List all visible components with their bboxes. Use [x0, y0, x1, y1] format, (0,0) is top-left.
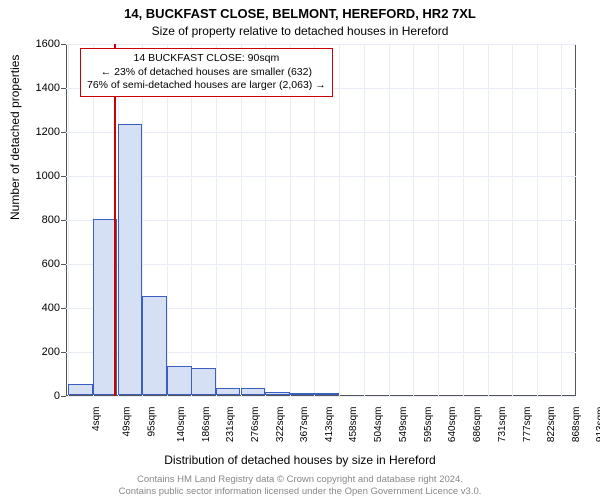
xtick-label: 458sqm [349, 407, 360, 443]
xtick-label: 95sqm [146, 407, 157, 437]
xtick-label: 186sqm [201, 407, 212, 443]
grid-line-v [339, 44, 340, 396]
histogram-bar [216, 388, 241, 395]
chart-frame: 14, BUCKFAST CLOSE, BELMONT, HEREFORD, H… [0, 0, 600, 500]
histogram-bar [314, 393, 339, 395]
grid-line-v [463, 44, 464, 396]
grid-line-v [68, 44, 69, 396]
xtick-label: 731sqm [497, 407, 508, 443]
histogram-bar [142, 296, 167, 395]
chart-title: 14, BUCKFAST CLOSE, BELMONT, HEREFORD, H… [0, 6, 600, 21]
grid-line-v [364, 44, 365, 396]
ytick-mark [61, 308, 66, 309]
ytick-mark [61, 88, 66, 89]
xtick-label: 49sqm [121, 407, 132, 437]
xtick-label: 686sqm [472, 407, 483, 443]
annotation-line-1: 14 BUCKFAST CLOSE: 90sqm [87, 52, 326, 66]
grid-line-v [438, 44, 439, 396]
footer-line-1: Contains HM Land Registry data © Crown c… [0, 474, 600, 486]
ytick-mark [61, 176, 66, 177]
grid-line-h [66, 396, 576, 397]
xtick-label: 640sqm [447, 407, 458, 443]
grid-line-v [537, 44, 538, 396]
xtick-label: 322sqm [275, 407, 286, 443]
ytick-mark [61, 352, 66, 353]
grid-line-v [561, 44, 562, 396]
ytick-mark [61, 44, 66, 45]
annotation-line-2: ← 23% of detached houses are smaller (63… [87, 66, 326, 80]
annotation-line-3: 76% of semi-detached houses are larger (… [87, 79, 326, 93]
xtick-label: 140sqm [176, 407, 187, 443]
xtick-label: 504sqm [374, 407, 385, 443]
xtick-label: 868sqm [571, 407, 582, 443]
ytick-label: 200 [10, 346, 60, 358]
xtick-label: 367sqm [299, 407, 310, 443]
annotation-box: 14 BUCKFAST CLOSE: 90sqm ← 23% of detach… [80, 48, 333, 97]
histogram-bar [290, 393, 315, 395]
grid-line-v [413, 44, 414, 396]
footer: Contains HM Land Registry data © Crown c… [0, 474, 600, 498]
xtick-label: 595sqm [423, 407, 434, 443]
histogram-bar [68, 384, 93, 395]
ytick-label: 1600 [10, 38, 60, 50]
xtick-label: 549sqm [398, 407, 409, 443]
chart-subtitle: Size of property relative to detached ho… [0, 24, 600, 38]
ytick-mark [61, 396, 66, 397]
xtick-label: 913sqm [595, 407, 600, 443]
ytick-label: 1400 [10, 82, 60, 94]
histogram-bar [241, 388, 266, 395]
grid-line-v [488, 44, 489, 396]
ytick-label: 800 [10, 214, 60, 226]
ytick-label: 400 [10, 302, 60, 314]
ytick-mark [61, 132, 66, 133]
ytick-label: 1200 [10, 126, 60, 138]
grid-line-v [389, 44, 390, 396]
xtick-label: 4sqm [91, 407, 102, 431]
xtick-label: 231sqm [225, 407, 236, 443]
histogram-bar [191, 368, 216, 396]
x-axis-label: Distribution of detached houses by size … [0, 453, 600, 467]
xtick-label: 276sqm [250, 407, 261, 443]
xtick-label: 777sqm [522, 407, 533, 443]
ytick-label: 600 [10, 258, 60, 270]
histogram-bar [167, 366, 192, 395]
histogram-bar [265, 392, 290, 395]
ytick-label: 0 [10, 390, 60, 402]
xtick-label: 822sqm [546, 407, 557, 443]
ytick-mark [61, 264, 66, 265]
xtick-label: 413sqm [324, 407, 335, 443]
ytick-mark [61, 220, 66, 221]
ytick-label: 1000 [10, 170, 60, 182]
grid-line-v [512, 44, 513, 396]
footer-line-2: Contains public sector information licen… [0, 486, 600, 498]
histogram-bar [118, 124, 143, 395]
